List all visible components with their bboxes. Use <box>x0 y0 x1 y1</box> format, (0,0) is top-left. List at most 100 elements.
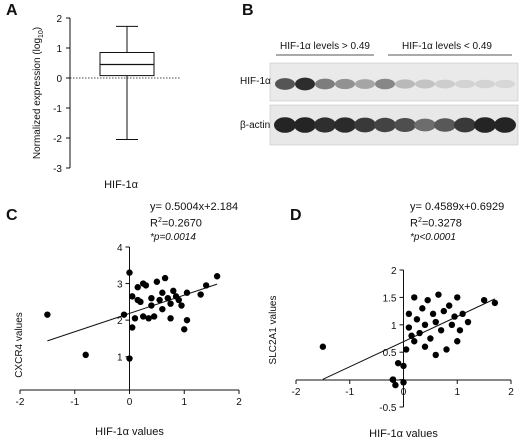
actin-band <box>434 118 456 132</box>
data-point <box>432 318 439 326</box>
y-tick-label: 1.5 <box>383 293 397 304</box>
data-point <box>427 335 434 342</box>
group-label-high: HIF-1α levels > 0.49 <box>280 41 370 52</box>
data-point <box>432 351 439 359</box>
data-point <box>443 346 450 353</box>
panel-letter-a: A <box>6 2 18 19</box>
data-point <box>454 338 461 345</box>
data-point <box>120 311 128 318</box>
data-point <box>137 298 144 306</box>
regression-line <box>47 283 218 342</box>
x-tick-label: -1 <box>70 397 79 408</box>
data-point <box>435 291 442 298</box>
data-point <box>445 302 453 309</box>
data-point <box>197 291 204 298</box>
data-point <box>394 359 402 367</box>
panel-letter-b: B <box>242 2 254 19</box>
hif-band <box>295 77 315 91</box>
hif-band <box>275 78 295 90</box>
actin-band <box>334 117 356 133</box>
data-point <box>153 278 161 285</box>
r2-value-c: =0.2670 <box>161 217 202 230</box>
panel-d: D y= 0.4589x+0.6929 R2=0.3278 *p<0.0001 … <box>260 201 520 442</box>
actin-band <box>454 117 476 133</box>
r2-prefix-d: R <box>410 217 418 230</box>
panel-a: A -3 -2 -1 0 1 2 Normalized expression (log10)… <box>0 0 245 200</box>
panel-letter-c: C <box>6 207 18 224</box>
x-category-label: HIF-1α <box>104 179 139 191</box>
data-point <box>178 302 185 309</box>
blot-row-label-actin: β-actin <box>240 120 271 131</box>
data-point <box>213 273 221 280</box>
data-point <box>175 296 182 304</box>
data-point <box>131 315 139 322</box>
equation-d: y= 0.4589x+0.6929 <box>410 201 505 213</box>
data-point <box>424 296 431 304</box>
y-tick-label: -0.5 <box>379 403 397 414</box>
x-axis-label: HIF-1α values <box>95 426 164 438</box>
panel-b: B HIF-1α levels > 0.49 HIF-1α levels < 0… <box>240 0 520 160</box>
actin-band <box>294 117 316 133</box>
data-point <box>419 305 426 312</box>
data-point <box>421 321 429 328</box>
y-tick-label: -1 <box>53 104 62 115</box>
pvalue-d: *p<0.0001 <box>410 231 456 243</box>
actin-band <box>354 117 376 133</box>
data-point <box>413 316 421 323</box>
data-point <box>126 269 133 276</box>
r2-value-d: =0.3278 <box>421 217 462 230</box>
data-point <box>389 376 396 383</box>
x-tick-label: 1 <box>454 387 460 398</box>
actin-band <box>414 118 436 132</box>
hif-band <box>355 79 375 89</box>
data-point <box>405 310 413 318</box>
data-point <box>129 293 136 300</box>
r2-sup-c: 2 <box>157 217 162 224</box>
x-axis-label: HIF-1α values <box>369 428 438 440</box>
hif-band <box>375 78 395 90</box>
y-axis-label: CXCR4 values <box>14 312 25 378</box>
data-point <box>421 343 429 350</box>
blot-row-label-hif: HIF-1α <box>240 76 271 87</box>
boxplot-chart: -3 -2 -1 0 1 2 Normalized expression (log10) HI… <box>32 14 180 191</box>
data-point <box>402 346 410 353</box>
r-squared-c: R2=0.2670 <box>150 214 238 231</box>
hif-band <box>415 79 435 89</box>
data-point <box>392 381 399 389</box>
data-point <box>408 332 415 339</box>
x-tick-label: 0 <box>401 387 407 398</box>
data-point <box>148 302 155 309</box>
hif-band <box>475 79 495 89</box>
data-point <box>319 343 327 350</box>
hif-band <box>435 79 455 89</box>
group-label-low: HIF-1α levels < 0.49 <box>402 41 492 52</box>
data-point <box>129 324 136 331</box>
x-tick-label: 1 <box>181 397 187 408</box>
actin-band <box>314 117 336 133</box>
actin-band <box>274 117 296 133</box>
data-point <box>161 274 169 282</box>
y-axis-label-main: Normalized expression (log <box>32 38 43 159</box>
x-tick-label: -1 <box>345 387 354 398</box>
data-point <box>82 351 89 359</box>
y-tick-label: 4 <box>117 243 123 254</box>
y-tick-label: 1 <box>391 321 397 332</box>
regression-annotation-c: y= 0.5004x+2.184 R2=0.2670 *p=0.0014 <box>150 201 238 244</box>
y-axis-label-subscript: 10 <box>38 30 45 38</box>
data-point <box>167 315 174 322</box>
data-point <box>491 299 499 307</box>
data-point <box>411 338 418 345</box>
data-point <box>400 379 407 386</box>
data-point <box>156 296 163 304</box>
data-point <box>134 284 141 291</box>
panel-letter-d: D <box>290 207 302 224</box>
data-point <box>448 321 456 328</box>
data-point <box>139 313 147 320</box>
data-point <box>416 329 423 337</box>
x-tick-label: 2 <box>236 397 242 408</box>
western-blot <box>269 54 519 146</box>
y-tick-label: 1 <box>117 353 123 364</box>
data-point <box>440 307 448 315</box>
x-tick-label: 0 <box>127 397 133 408</box>
